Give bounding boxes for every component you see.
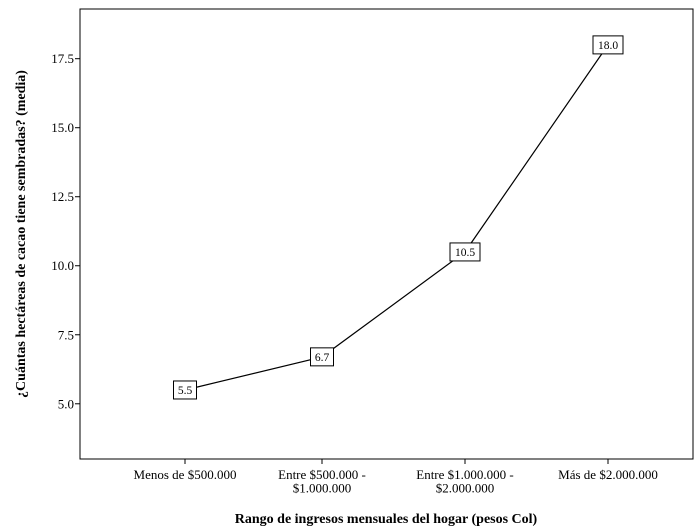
data-label: 18.0 <box>598 40 618 52</box>
y-tick-label: 15.0 <box>51 120 74 135</box>
y-tick-label: 17.5 <box>51 51 74 66</box>
x-tick-label: Más de $2.000.000 <box>558 467 658 482</box>
y-tick-label: 7.5 <box>58 327 74 342</box>
data-point-marker: 10.5 <box>449 242 481 262</box>
y-tick-label: 12.5 <box>51 189 74 204</box>
y-axis-title: ¿Cuántas hectáreas de cacao tiene sembra… <box>14 70 29 398</box>
data-point-marker: 18.0 <box>592 35 624 55</box>
y-axis: 5.0 7.5 10.0 12.5 15.0 17.5 <box>51 51 80 411</box>
x-tick-label: Menos de $500.000 <box>134 467 237 482</box>
data-label-box <box>310 347 334 367</box>
x-axis-title: Rango de ingresos mensuales del hogar (p… <box>235 512 538 527</box>
data-point-marker: 6.7 <box>310 347 334 367</box>
data-label-box <box>449 242 481 262</box>
data-label: 6.7 <box>315 352 330 364</box>
data-label: 10.5 <box>455 247 475 259</box>
data-labels: 5.5 6.7 10.5 18.0 <box>173 35 624 400</box>
data-label-box <box>592 35 624 55</box>
y-tick-label: 10.0 <box>51 258 74 273</box>
data-label-box <box>173 380 197 400</box>
data-label: 5.5 <box>178 385 193 397</box>
y-tick-label: 5.0 <box>58 396 74 411</box>
x-tick-label: Entre $500.000 -$1.000.000 <box>278 467 366 496</box>
plot-area-frame <box>79 8 694 460</box>
data-point-marker: 5.5 <box>173 380 197 400</box>
x-axis: Menos de $500.000 Entre $500.000 -$1.000.… <box>134 459 658 496</box>
x-tick-label: Entre $1.000.000 -$2.000.000 <box>416 467 513 496</box>
series-line <box>184 44 609 391</box>
